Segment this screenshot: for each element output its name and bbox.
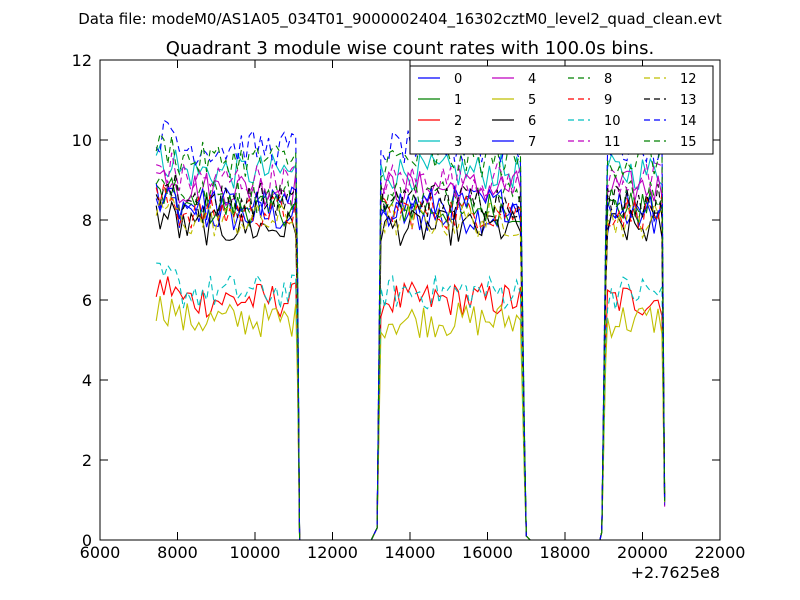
legend-label: 0 [454,72,462,87]
legend-box [409,65,714,155]
legend-label: 12 [680,72,697,87]
x-offset-label: +2.7625e8 [631,563,720,582]
x-tick-label: 14000 [385,543,436,562]
y-tick-label: 8 [82,211,92,230]
series-line-10 [156,262,666,541]
legend-label: 4 [528,72,536,87]
legend-label: 2 [454,114,462,129]
x-tick-label: 6000 [80,543,121,562]
legend-label: 9 [604,93,612,108]
series-line-13 [155,172,666,541]
legend-label: 11 [604,135,621,150]
figure-suptitle: Data file: modeM0/AS1A05_034T01_90000024… [78,10,722,29]
y-tick-label: 6 [82,291,92,310]
x-tick-label: 16000 [462,543,513,562]
series-line-8 [155,176,666,541]
y-tick-label: 12 [72,51,92,70]
x-tick-label: 10000 [230,543,281,562]
chart-title: Quadrant 3 module wise count rates with … [166,38,655,59]
series-line-5 [155,296,666,541]
plot-lines [155,119,666,541]
legend-label: 10 [604,114,621,129]
legend-label: 6 [528,114,536,129]
series-line-4 [156,169,666,541]
series-line-2 [155,276,666,541]
series-line-1 [155,176,666,541]
series-line-7 [155,182,666,541]
x-tick-label: 8000 [157,543,198,562]
series-line-15 [155,132,666,541]
legend-label: 5 [528,93,536,108]
y-tick-label: 10 [72,131,92,150]
x-tick-label: 12000 [307,543,358,562]
legend-label: 3 [454,135,462,150]
legend-label: 8 [604,72,612,87]
legend-label: 13 [680,93,697,108]
legend-label: 7 [528,135,536,150]
series-line-6 [155,200,666,541]
series-line-11 [156,152,666,541]
plot-frame [99,59,721,541]
x-tick-label: 18000 [540,543,591,562]
legend-label: 1 [454,93,462,108]
legend-label: 15 [680,135,697,150]
y-tick-label: 4 [82,371,92,390]
y-tick-label: 2 [82,451,92,470]
y-tick-label: 0 [82,531,92,550]
series-line-9 [155,183,666,541]
x-tick-label: 20000 [617,543,668,562]
legend-label: 14 [680,114,697,129]
x-tick-label: 22000 [695,543,746,562]
series-line-12 [155,192,666,541]
